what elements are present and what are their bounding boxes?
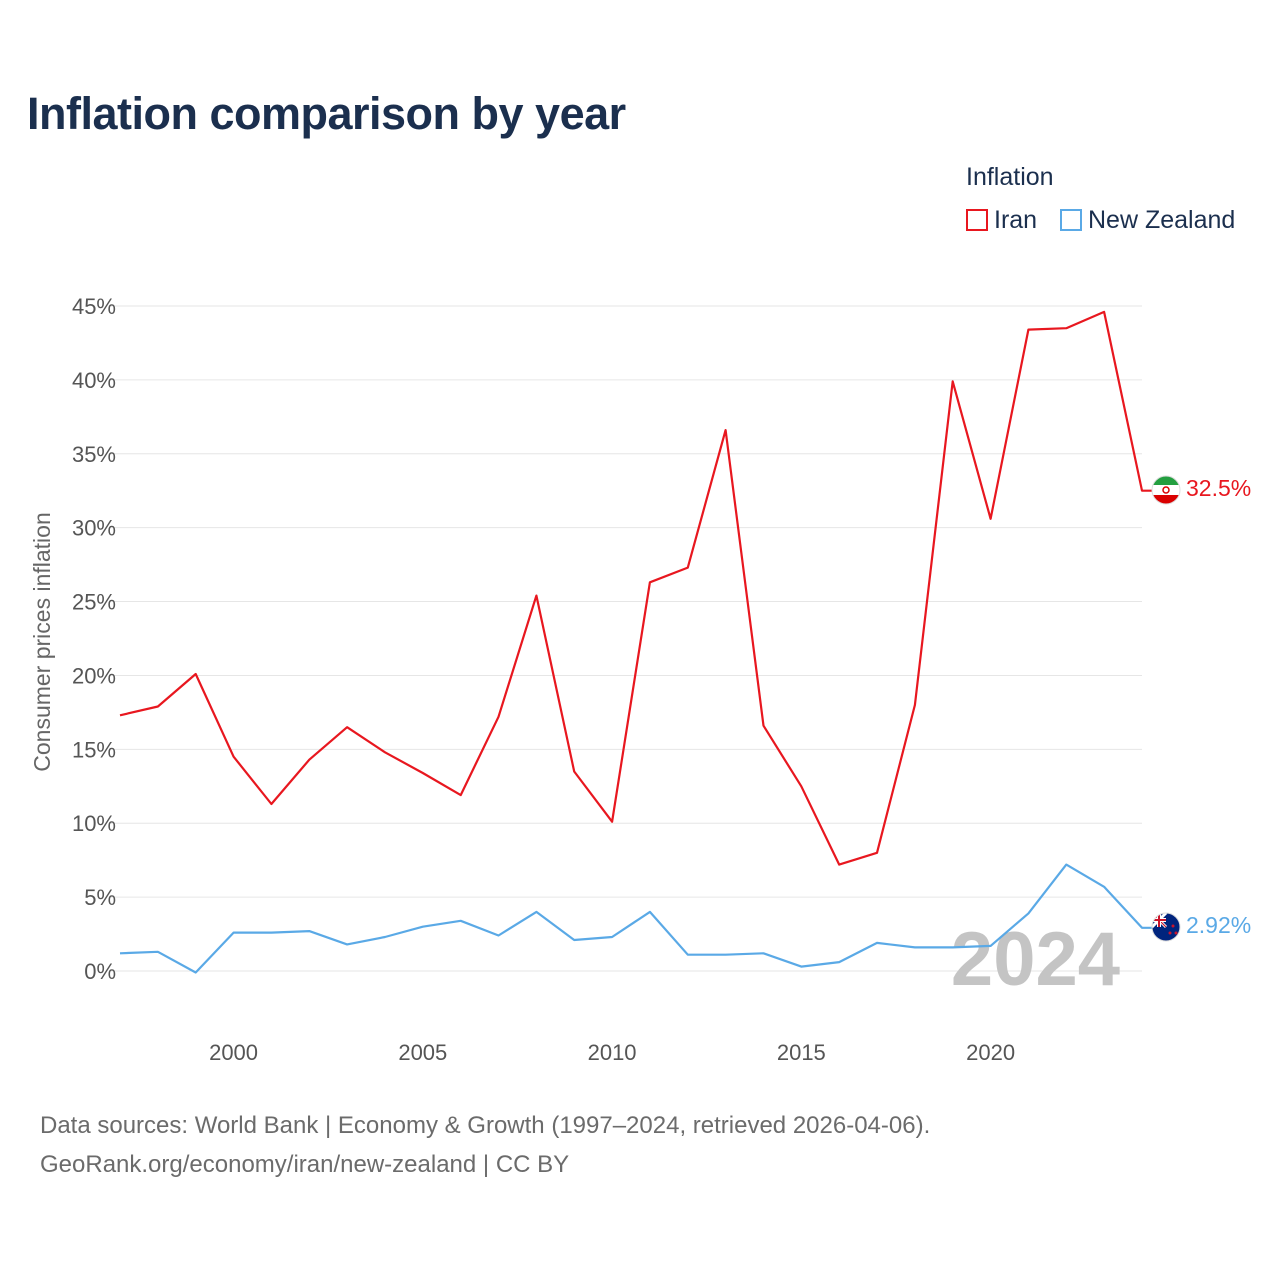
y-axis-label: Consumer prices inflation — [29, 512, 55, 772]
new-zealand-end-label: 2.92% — [1186, 912, 1251, 938]
gridlines — [110, 305, 1142, 972]
source-link[interactable]: GeoRank.org/economy/iran/new-zealand | C… — [40, 1151, 570, 1178]
legend-swatch-new-zealand — [1060, 209, 1082, 231]
legend-item-iran[interactable]: Iran — [966, 205, 1037, 235]
x-tick-label: 2015 — [777, 1040, 826, 1065]
y-tick-label: 20% — [72, 663, 116, 688]
iran-flag-icon — [1152, 476, 1180, 504]
series-line-new-zealand[interactable] — [119, 863, 1152, 974]
y-tick-label: 40% — [72, 368, 116, 393]
y-tick-label: 5% — [84, 885, 116, 910]
iran-end-label: 32.5% — [1186, 475, 1251, 501]
x-tick-label: 2005 — [398, 1040, 447, 1065]
legend-label-iran: Iran — [994, 205, 1038, 234]
legend-swatch-iran — [966, 209, 988, 231]
iran-flag-border — [1151, 475, 1181, 505]
series-lines — [119, 310, 1152, 974]
chart-title: Inflation comparison by year — [27, 88, 626, 139]
legend-label-new-zealand: New Zealand — [1088, 205, 1236, 234]
y-tick-label: 35% — [72, 442, 116, 467]
y-tick-label: 10% — [72, 811, 116, 836]
y-tick-label: 45% — [72, 294, 116, 319]
y-tick-label: 25% — [72, 590, 116, 615]
legend-title: Inflation — [966, 163, 1054, 191]
series-line-iran[interactable] — [119, 310, 1152, 866]
y-axis-ticks: 0% 5% 10% 15% 20% 25% 30% 35% 40% 45% — [72, 294, 116, 984]
x-tick-label: 2000 — [209, 1040, 258, 1065]
y-tick-label: 30% — [72, 516, 116, 541]
year-watermark: 2024 — [951, 917, 1120, 1002]
x-axis-ticks: 2000 2005 2010 2015 2020 — [209, 1040, 1015, 1065]
data-sources-note: Data sources: World Bank | Economy & Gro… — [40, 1112, 931, 1139]
legend-item-new-zealand[interactable]: New Zealand — [1060, 205, 1235, 235]
y-tick-label: 15% — [72, 737, 116, 762]
line-chart: 0% 5% 10% 15% 20% 25% 30% 35% 40% 45% 2000 2005 201… — [29, 294, 1251, 1065]
footer: Data sources: World Bank | Economy & Gro… — [40, 1106, 930, 1184]
x-tick-label: 2010 — [588, 1040, 637, 1065]
x-tick-label: 2020 — [966, 1040, 1015, 1065]
new-zealand-flag-border — [1151, 912, 1181, 942]
y-tick-label: 0% — [84, 959, 116, 984]
